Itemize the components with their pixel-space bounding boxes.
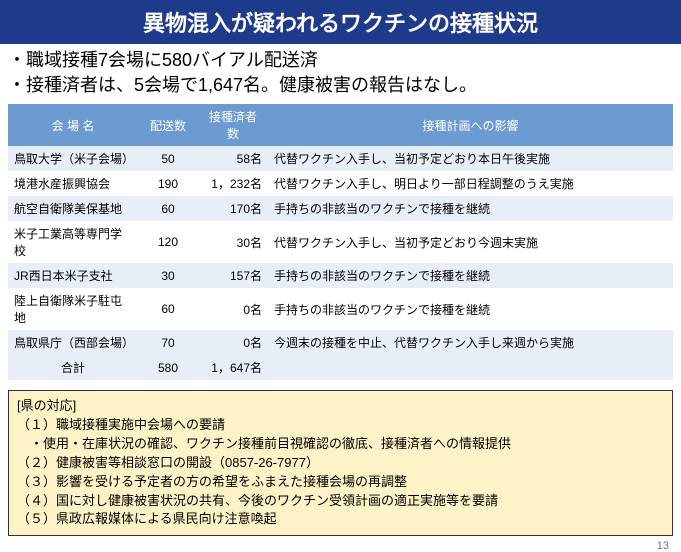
bullet-1: ・職域接種7会場に580バイアル配送済 [8, 48, 673, 73]
table-row: JR西日本米子支社30157名手持ちの非該当のワクチンで接種を継続 [8, 263, 673, 288]
col-vacc-header: 接種済者数 [198, 104, 268, 146]
table-row: 米子工業高等専門学校12030名代替ワクチン入手し、当初予定どおり今週末実施 [8, 221, 673, 263]
response-line-1: （１）職域接種実施中会場への要請 [17, 416, 664, 435]
cell-impact: 代替ワクチン入手し、当初予定どおり今週末実施 [268, 221, 673, 263]
cell-shipped: 60 [138, 196, 198, 221]
cell-impact: 今週末の接種を中止、代替ワクチン入手し来週から実施 [268, 330, 673, 355]
cell-vacc: 30名 [198, 221, 268, 263]
cell-total-label: 合計 [8, 355, 138, 380]
cell-impact: 手持ちの非該当のワクチンで接種を継続 [268, 196, 673, 221]
cell-total-vacc: 1，647名 [198, 355, 268, 380]
cell-venue: 米子工業高等専門学校 [8, 221, 138, 263]
col-impact-header: 接種計画への影響 [268, 104, 673, 146]
table-row: 境港水産振興協会1901，232名代替ワクチン入手し、明日より一部日程調整のうえ… [8, 171, 673, 196]
cell-total-impact [268, 355, 673, 380]
cell-shipped: 190 [138, 171, 198, 196]
response-title: [県の対応] [17, 397, 664, 416]
cell-venue: 航空自衛隊美保基地 [8, 196, 138, 221]
cell-shipped: 50 [138, 146, 198, 171]
cell-impact: 手持ちの非該当のワクチンで接種を継続 [268, 263, 673, 288]
response-box: [県の対応] （１）職域接種実施中会場への要請 ・使用・在庫状況の確認、ワクチン… [8, 390, 673, 536]
response-line-4: （４）国に対し健康被害状況の共有、今後のワクチン受領計画の適正実施等を要請 [17, 492, 664, 511]
page-number: 13 [0, 540, 681, 552]
vaccination-table: 会 場 名 配送数 接種済者数 接種計画への影響 鳥取大学（米子会場）5058名… [8, 104, 673, 380]
cell-venue: 鳥取大学（米子会場） [8, 146, 138, 171]
bullet-2: ・接種済者は、5会場で1,647名。健康被害の報告はなし。 [8, 73, 673, 98]
cell-shipped: 70 [138, 330, 198, 355]
cell-shipped: 60 [138, 288, 198, 330]
table-row: 鳥取県庁（西部会場）700名今週末の接種を中止、代替ワクチン入手し来週から実施 [8, 330, 673, 355]
response-line-3: （３）影響を受ける予定者の方の希望をふまえた接種会場の再調整 [17, 473, 664, 492]
cell-venue: 鳥取県庁（西部会場） [8, 330, 138, 355]
cell-vacc: 170名 [198, 196, 268, 221]
cell-vacc: 58名 [198, 146, 268, 171]
cell-venue: JR西日本米子支社 [8, 263, 138, 288]
cell-shipped: 120 [138, 221, 198, 263]
cell-venue: 境港水産振興協会 [8, 171, 138, 196]
cell-vacc: 0名 [198, 288, 268, 330]
table-row: 陸上自衛隊米子駐屯地600名手持ちの非該当のワクチンで接種を継続 [8, 288, 673, 330]
cell-impact: 手持ちの非該当のワクチンで接種を継続 [268, 288, 673, 330]
page-title: 異物混入が疑われるワクチンの接種状況 [0, 0, 681, 44]
summary-bullets: ・職域接種7会場に580バイアル配送済 ・接種済者は、5会場で1,647名。健康… [0, 44, 681, 104]
cell-vacc: 0名 [198, 330, 268, 355]
response-line-1a: ・使用・在庫状況の確認、ワクチン接種前目視確認の徹底、接種済者への情報提供 [17, 435, 664, 454]
response-line-5: （５）県政広報媒体による県民向け注意喚起 [17, 510, 664, 529]
cell-total-shipped: 580 [138, 355, 198, 380]
col-venue-header: 会 場 名 [8, 104, 138, 146]
cell-shipped: 30 [138, 263, 198, 288]
cell-vacc: 1，232名 [198, 171, 268, 196]
table-total-row: 合計5801，647名 [8, 355, 673, 380]
table-row: 鳥取大学（米子会場）5058名代替ワクチン入手し、当初予定どおり本日午後実施 [8, 146, 673, 171]
table-row: 航空自衛隊美保基地60170名手持ちの非該当のワクチンで接種を継続 [8, 196, 673, 221]
cell-impact: 代替ワクチン入手し、明日より一部日程調整のうえ実施 [268, 171, 673, 196]
response-line-2: （２）健康被害等相談窓口の開設（0857-26-7977） [17, 454, 664, 473]
cell-venue: 陸上自衛隊米子駐屯地 [8, 288, 138, 330]
cell-vacc: 157名 [198, 263, 268, 288]
cell-impact: 代替ワクチン入手し、当初予定どおり本日午後実施 [268, 146, 673, 171]
col-shipped-header: 配送数 [138, 104, 198, 146]
